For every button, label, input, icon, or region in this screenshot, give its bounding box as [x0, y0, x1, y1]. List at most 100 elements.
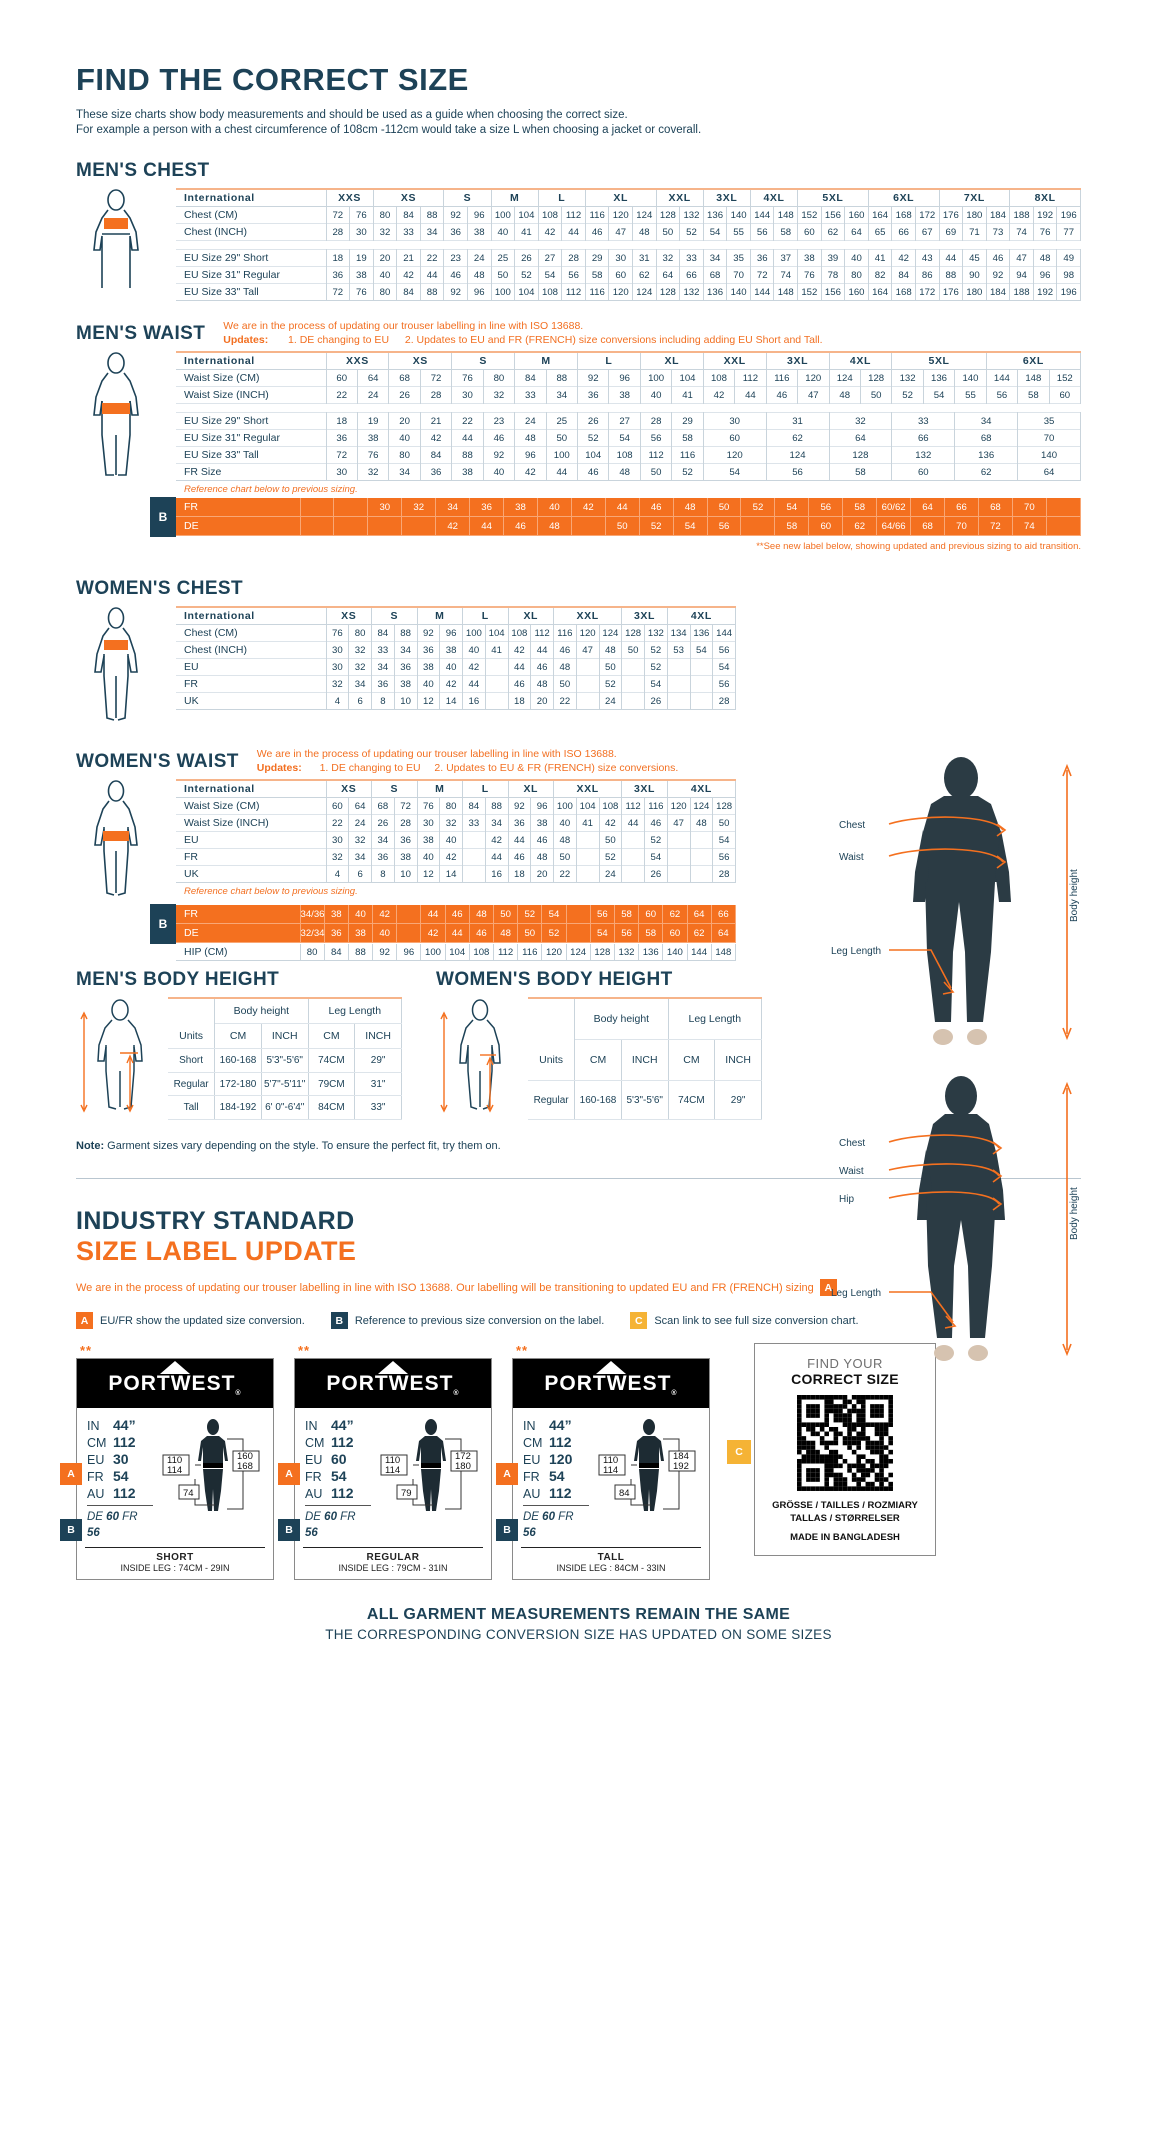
cell: 144 — [986, 369, 1019, 387]
cell: 112 — [561, 283, 586, 301]
cell: 76 — [451, 369, 484, 387]
reference-cell: 48 — [493, 923, 519, 943]
cell — [576, 831, 600, 849]
spacer-row — [176, 241, 1081, 250]
cell — [462, 831, 486, 849]
cell: 96 — [467, 283, 492, 301]
row-label: EU Size 29" Short — [176, 412, 327, 430]
bh-cell: 172-180 — [214, 1072, 262, 1097]
cell: 112 — [734, 369, 767, 387]
reference-cell: 48 — [673, 498, 708, 517]
cell: 64 — [829, 429, 893, 447]
cell: 40 — [844, 249, 869, 267]
cell: 38 — [417, 831, 441, 849]
cell: 66 — [891, 429, 956, 447]
label-tag-b: B — [60, 1519, 82, 1541]
cell: 50 — [640, 463, 673, 481]
cell: 32 — [483, 386, 516, 404]
cell: 41 — [514, 223, 539, 241]
mens-bh-tbody: Body height Leg Length Units CM INCH CM INCH Sh… — [168, 998, 403, 1120]
industry-standard-section: INDUSTRY STANDARD SIZE LABEL UPDATE We a… — [60, 1207, 1081, 1642]
bh-row: Tall 184-192 6' 0"-6'4" 84CM 33" — [168, 1095, 402, 1120]
label-tag-a: A — [60, 1463, 82, 1485]
row-label: Waist Size (INCH) — [176, 814, 327, 832]
cell: 22 — [553, 865, 577, 883]
cell: 26 — [371, 814, 395, 832]
cell: 90 — [962, 266, 987, 284]
cell: 38 — [394, 848, 418, 866]
cell: 68 — [388, 369, 421, 387]
industry-intro-text: We are in the process of updating our tr… — [76, 1281, 814, 1294]
cell: 37 — [773, 249, 799, 267]
note-label: Note: — [76, 1140, 105, 1152]
cell: 71 — [962, 223, 987, 241]
cell: 140 — [662, 944, 688, 961]
qr-tag-c: C — [727, 1440, 751, 1464]
mens-waist-title: MEN'S WAIST — [76, 323, 206, 344]
reference-row: DE 32/34 36 38 40 42 44 46 48 50 52 54 56 58 60 62 64 — [176, 923, 737, 943]
cell: 84 — [396, 206, 421, 224]
cell: 42 — [439, 675, 463, 693]
cell: 38 — [608, 386, 641, 404]
cell: 100 — [420, 944, 446, 961]
cell: 76 — [1033, 223, 1058, 241]
cell — [667, 675, 691, 693]
reference-cell — [740, 516, 776, 536]
notice-line-1-women: We are in the process of updating our tr… — [256, 748, 617, 760]
cell: 72 — [326, 446, 358, 464]
cell: 32 — [829, 412, 893, 430]
size-header-3xl: 3XL — [621, 607, 668, 625]
cell: 32 — [348, 831, 372, 849]
cell: 134 — [667, 624, 691, 642]
cell: 76 — [357, 446, 390, 464]
bh-unit: INCH — [261, 1023, 309, 1050]
cell: 38 — [797, 249, 822, 267]
spec-fr: FR 54 — [305, 1468, 347, 1485]
qr-code-icon[interactable] — [797, 1395, 893, 1491]
cell: 124 — [599, 624, 623, 642]
reference-cell: 66 — [944, 498, 979, 517]
cell: 22 — [553, 692, 577, 710]
mens-chest-row: EU Size 29" Short 18 19 20 21 22 23 24 25 26 27 28 2… — [176, 249, 1081, 267]
cell: 112 — [530, 624, 554, 642]
cell: 55 — [954, 386, 987, 404]
cell: 14 — [439, 692, 463, 710]
reference-cell: 70 — [1012, 498, 1047, 517]
size-header-xxl: XXL — [656, 189, 704, 207]
cell: 96 — [439, 624, 463, 642]
reference-cell — [401, 516, 437, 536]
label-fit-name: REGULAR — [366, 1552, 420, 1564]
cell — [667, 831, 691, 849]
cell: 20 — [388, 412, 421, 430]
cell: 41 — [868, 249, 893, 267]
cell: 128 — [621, 624, 645, 642]
cell: 104 — [576, 797, 600, 815]
svg-text:110: 110 — [603, 1455, 618, 1466]
mens-chest-row: Chest (CM) 72 76 80 84 88 92 96 100 104 108 112 116 1… — [176, 206, 1081, 224]
cell: 38 — [394, 675, 418, 693]
cell: 35 — [726, 249, 751, 267]
label-previous-sizing: DE 60 FR 56 — [305, 1505, 371, 1541]
reference-row-label: DE — [176, 516, 301, 536]
hip-row-label: HIP (CM) — [176, 944, 301, 961]
cell: 124 — [829, 369, 861, 387]
reference-cell: 32/34 — [300, 923, 325, 943]
cell: 44 — [420, 266, 445, 284]
womens-waist-ref-table: FR 34/36 38 40 42 44 46 48 50 52 54 56 58 60 62 64 66 DE 3… — [176, 905, 737, 943]
reference-cell: 54 — [673, 516, 708, 536]
cell: 78 — [821, 266, 846, 284]
cell: 34 — [394, 641, 418, 659]
row-label: Waist Size (CM) — [176, 369, 327, 387]
cell — [667, 848, 691, 866]
female-height-callout: Body height — [1069, 1187, 1080, 1240]
cell: 34 — [348, 675, 372, 693]
bh-cell: 5'3"-5'6" — [261, 1048, 309, 1073]
reference-cell: 64 — [711, 923, 737, 943]
cell: 54 — [690, 641, 714, 659]
male-height-figure — [76, 997, 168, 1120]
womens-waist-block: International XS S M L XL XXL 3XL 4XL Waist Size … — [76, 779, 737, 904]
bh-row-label: Short — [168, 1048, 216, 1073]
cell: 80 — [300, 944, 325, 961]
cell: 120 — [797, 369, 830, 387]
label-spec-area: IN 44” CM 112 EU 120 FR 54 AU 112 DE 60 FR 56 110 11… — [513, 1408, 709, 1545]
